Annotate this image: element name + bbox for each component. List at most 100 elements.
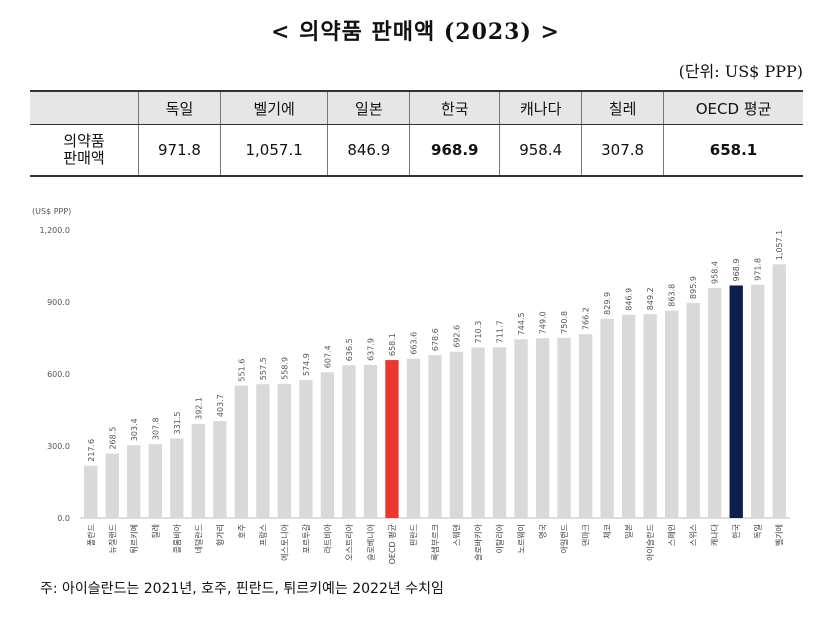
data-label: 551.6 (237, 359, 246, 382)
x-tick-label: 핀란드 (408, 524, 418, 546)
x-tick-label: 헝가리 (216, 524, 225, 546)
x-tick-label: 에스토니아 (279, 523, 289, 560)
bar (148, 444, 162, 518)
bar (170, 438, 184, 518)
data-label: 663.6 (409, 332, 418, 355)
unit-label: (단위: US$ PPP) (678, 62, 803, 81)
bar (406, 358, 421, 518)
data-label: 636.5 (345, 338, 354, 361)
data-label: 658.1 (388, 333, 397, 356)
data-label: 766.2 (582, 307, 591, 330)
x-tick-label: 스웨덴 (452, 524, 462, 546)
data-label: 846.9 (625, 288, 634, 311)
data-label: 750.8 (560, 311, 569, 334)
data-label: 849.2 (646, 287, 655, 310)
row-label: 의약품 판매액 (30, 124, 139, 177)
x-tick-label: 일본 (625, 524, 634, 539)
header-canada: 캐나다 (499, 90, 582, 125)
data-label: 307.8 (151, 417, 160, 440)
bar (84, 465, 98, 518)
data-label: 303.4 (130, 418, 139, 441)
data-label: 711.7 (496, 320, 505, 343)
bar (256, 384, 270, 518)
x-tick-label: 스위스 (689, 524, 698, 546)
data-label: 637.9 (366, 338, 375, 361)
x-tick-label: 영국 (538, 524, 548, 539)
data-label: 268.5 (108, 427, 117, 450)
table-header-row: 독일 벨기에 일본 한국 캐나다 칠레 OECD 평균 (30, 90, 803, 125)
value-japan: 846.9 (327, 124, 410, 177)
x-tick-label: 아일랜드 (559, 524, 569, 553)
x-tick-label: 포르투갈 (302, 523, 311, 553)
bar (299, 380, 313, 518)
x-tick-label: 아이슬란드 (645, 524, 655, 561)
x-tick-label: 콜롬비아 (172, 523, 182, 553)
bar (729, 285, 743, 518)
bar (621, 314, 636, 518)
x-tick-label: 네덜란드 (193, 524, 203, 553)
data-label: 710.3 (474, 321, 483, 344)
data-label: 744.5 (517, 312, 526, 335)
x-tick-label: 튀르키예 (129, 524, 139, 553)
x-tick-label: 뉴질랜드 (107, 524, 117, 553)
header-japan: 일본 (327, 90, 410, 125)
x-tick-label: 오스트리아 (344, 523, 354, 560)
page-title: < 의약품 판매액 (2023) > (271, 19, 560, 45)
x-tick-label: 슬로바키아 (473, 523, 483, 560)
data-label: 607.4 (323, 345, 332, 368)
bar (127, 445, 141, 518)
x-tick-label: 독일 (754, 524, 763, 539)
data-label: 331.5 (173, 412, 182, 435)
summary-table: 독일 벨기에 일본 한국 캐나다 칠레 OECD 평균 의약품 판매액 971.… (30, 90, 803, 177)
bar (385, 360, 399, 518)
bar (105, 453, 119, 518)
bar (320, 372, 335, 518)
y-tick-label: 900.0 (47, 298, 70, 307)
bar (578, 334, 593, 518)
x-tick-label: 슬로베니아 (365, 523, 375, 560)
header-oecd-average: OECD 평균 (663, 90, 803, 125)
data-label: 1,057.1 (775, 230, 784, 261)
bar (751, 284, 765, 518)
data-label: 829.9 (603, 292, 612, 315)
value-korea: 968.9 (409, 124, 500, 177)
row-label-line2: 판매액 (63, 149, 105, 167)
bar (772, 264, 786, 518)
bar (428, 355, 442, 518)
bar (557, 337, 571, 518)
bar (234, 385, 249, 518)
header-korea: 한국 (409, 90, 500, 125)
bar (449, 351, 464, 518)
data-label: 558.9 (280, 357, 289, 380)
bar (708, 287, 722, 518)
x-tick-label: 이탈리아 (495, 523, 505, 553)
x-tick-label: 칠레 (151, 524, 160, 539)
data-label: 403.7 (216, 394, 225, 417)
footnote: 주: 아이슬란드는 2021년, 호주, 핀란드, 튀르키예는 2022년 수치… (40, 581, 444, 597)
y-tick-label: 0.0 (57, 514, 70, 523)
bar-chart: (US$ PPP) 0.0 300.0 600.0 900.0 1,200.0 217.6 폴… (32, 207, 790, 564)
data-label: 749.0 (539, 311, 548, 334)
y-tick-label: 600.0 (47, 370, 70, 379)
table-row: 의약품 판매액 971.8 1,057.1 846.9 968.9 958.4 … (30, 124, 803, 177)
value-oecd-average: 658.1 (663, 124, 803, 177)
data-label: 557.5 (259, 357, 268, 380)
x-tick-label: 폴란드 (86, 524, 96, 546)
x-tick-label: 덴마크 (582, 524, 591, 546)
header-germany: 독일 (138, 90, 221, 125)
x-tick-label: 프랑스 (258, 524, 268, 546)
y-axis-label: (US$ PPP) (32, 207, 71, 216)
y-tick-label: 300.0 (47, 442, 70, 451)
value-germany: 971.8 (138, 124, 221, 177)
data-label: 863.8 (668, 284, 677, 307)
x-tick-label: 스페인 (667, 524, 677, 546)
bar (492, 347, 507, 518)
data-label: 968.9 (732, 259, 741, 282)
bar (686, 302, 700, 518)
x-tick-label: 호주 (237, 524, 246, 539)
data-label: 692.6 (453, 325, 462, 348)
y-tick-label: 1,200.0 (39, 226, 70, 235)
data-label: 971.8 (754, 258, 763, 281)
x-tick-label: OECD 평균 (387, 524, 397, 564)
data-label: 958.4 (711, 261, 720, 284)
